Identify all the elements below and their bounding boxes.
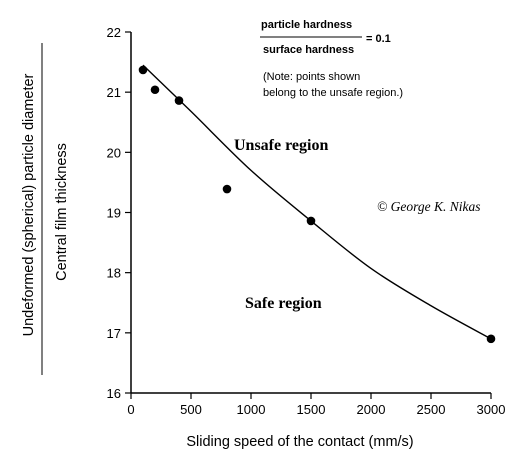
x-axis-label: Sliding speed of the contact (mm/s) — [186, 434, 413, 450]
copyright-label: © George K. Nikas — [377, 199, 481, 214]
x-tick-label: 2500 — [417, 402, 446, 417]
y-axis-label-denominator: Central film thickness — [54, 143, 70, 281]
x-tick-label: 2000 — [357, 402, 386, 417]
data-point — [222, 184, 232, 194]
unsafe-region-label: Unsafe region — [234, 137, 328, 154]
ratio-value: = 0.1 — [366, 33, 391, 45]
data-point — [138, 65, 148, 75]
note-line-2: belong to the unsafe region.) — [263, 87, 403, 99]
x-tick-label: 1500 — [297, 402, 326, 417]
data-point — [150, 85, 160, 95]
data-point — [174, 96, 184, 105]
data-point — [486, 334, 496, 344]
x-tick-label: 500 — [180, 402, 202, 417]
ratio-denominator: surface hardness — [263, 44, 354, 56]
y-ticks: 16 17 18 19 20 21 22 — [107, 25, 131, 401]
data-points — [138, 65, 496, 344]
y-tick-label: 20 — [107, 145, 121, 160]
data-point — [306, 216, 316, 226]
y-tick-label: 21 — [107, 85, 121, 100]
x-tick-label: 0 — [127, 402, 134, 417]
safe-region-label: Safe region — [245, 295, 322, 312]
y-axis-label-numerator: Undeformed (spherical) particle diameter — [21, 73, 37, 336]
y-tick-label: 22 — [107, 25, 121, 40]
y-tick-label: 19 — [107, 206, 121, 221]
y-tick-label: 16 — [107, 386, 121, 401]
y-tick-label: 17 — [107, 326, 121, 341]
note-line-1: (Note: points shown — [263, 71, 360, 83]
x-tick-label: 3000 — [477, 402, 506, 417]
x-tick-label: 1000 — [237, 402, 266, 417]
y-tick-label: 18 — [107, 266, 121, 281]
ratio-numerator: particle hardness — [261, 19, 352, 31]
x-ticks: 0 500 1000 1500 2000 2500 3000 — [127, 393, 505, 417]
